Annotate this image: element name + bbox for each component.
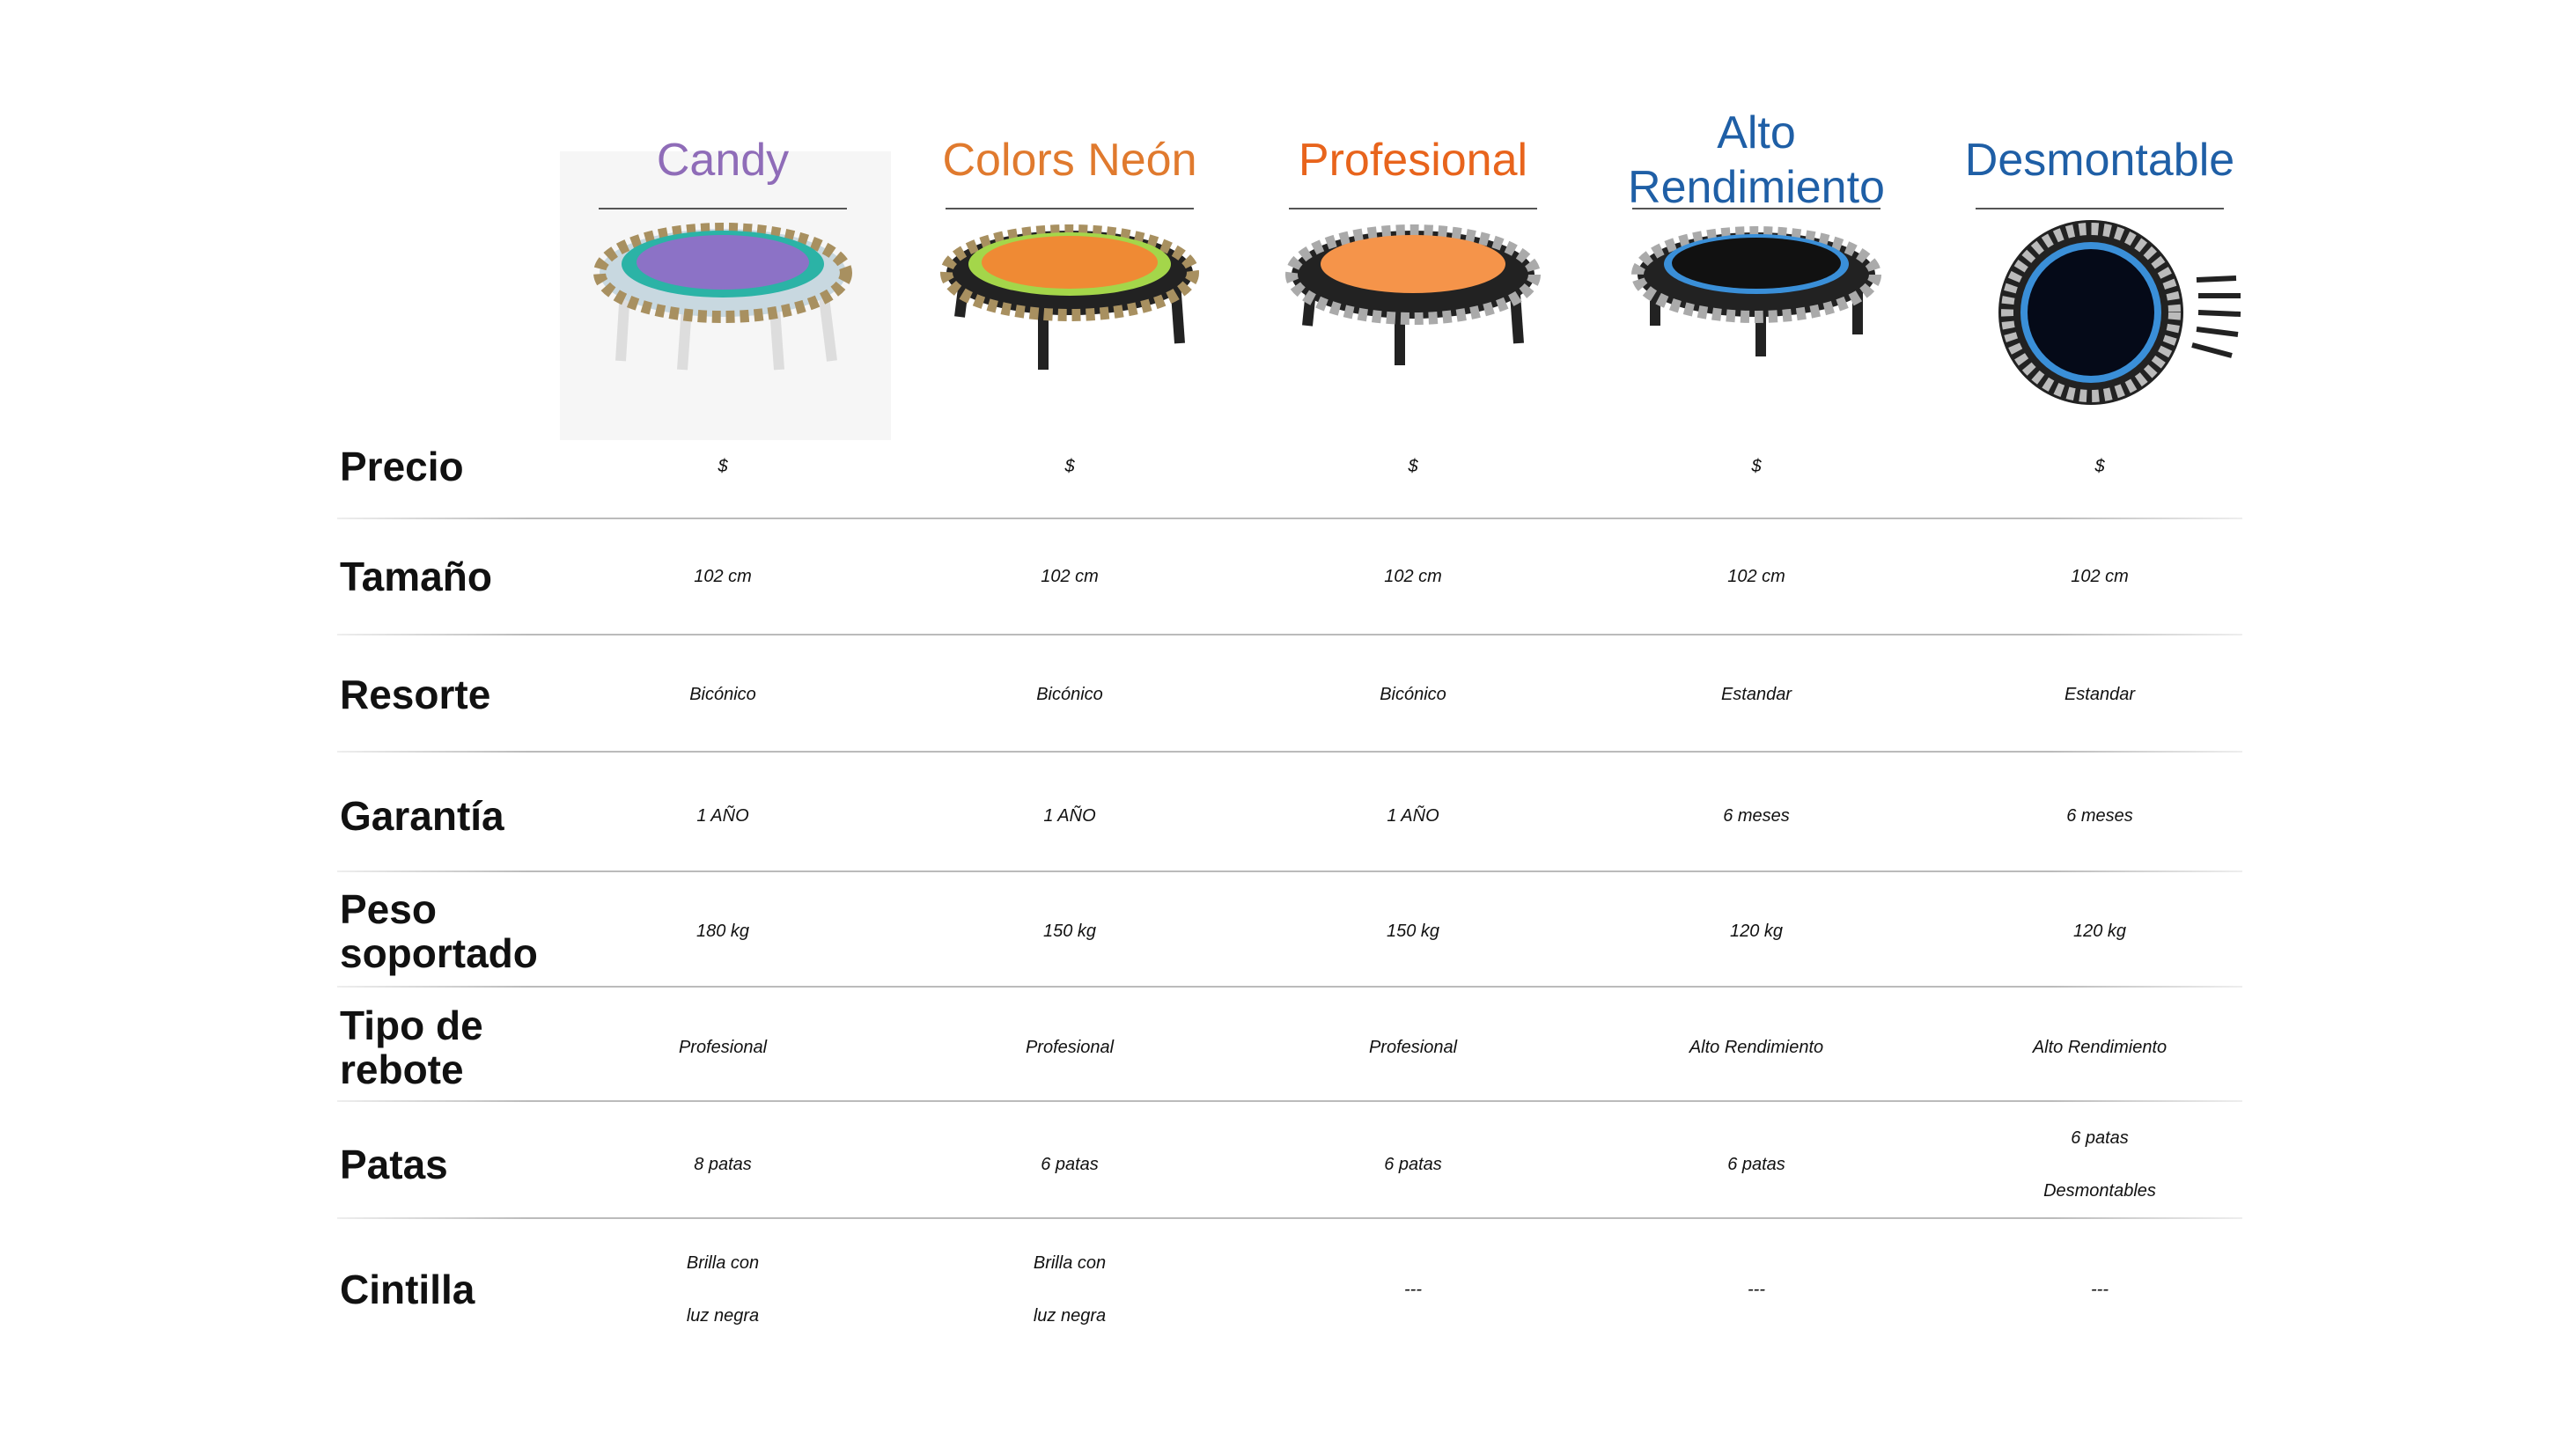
cell: Bicónico <box>1380 685 1446 704</box>
header-rule <box>1976 208 2224 209</box>
cell: $ <box>2094 457 2105 476</box>
cell: 102 cm <box>2071 567 2129 586</box>
cell: $ <box>1064 457 1075 476</box>
cell: 150 kg <box>1386 922 1440 941</box>
cell: $ <box>718 457 728 476</box>
cell: 102 cm <box>1727 567 1785 586</box>
trampoline-image <box>1998 220 2241 405</box>
header-rule <box>1632 208 1880 209</box>
cell: 180 kg <box>696 922 750 941</box>
row-separator <box>337 870 2242 872</box>
row-separator <box>337 986 2242 988</box>
product-name: Candy <box>656 135 790 186</box>
cell: 1 AÑO <box>696 806 749 826</box>
row-label: Patas <box>340 1142 448 1187</box>
cell: 102 cm <box>694 567 752 586</box>
row-label: Peso soportado <box>340 886 538 976</box>
row-separator <box>337 518 2242 519</box>
cell: 6 patas <box>1384 1155 1442 1174</box>
cell: 1 AÑO <box>1043 806 1096 826</box>
cell: Profesional <box>678 1038 768 1057</box>
trampoline-image <box>593 223 852 371</box>
product-name: Colors Neón <box>942 135 1197 186</box>
cell: $ <box>1408 457 1418 476</box>
cell: Bicónico <box>689 685 756 704</box>
row-separator <box>337 1100 2242 1102</box>
trampoline-image <box>1631 226 1881 356</box>
cell: Profesional <box>1025 1038 1115 1057</box>
row-separator <box>337 634 2242 635</box>
product-name: Desmontable <box>1964 135 2235 186</box>
product-name: Profesional <box>1298 135 1528 186</box>
cell: Profesional <box>1368 1038 1458 1057</box>
row-label: Tipo de rebote <box>340 1003 483 1092</box>
row-label: Precio <box>340 444 464 489</box>
cell: --- <box>1404 1280 1422 1299</box>
trampoline-image <box>940 224 1199 370</box>
cell: 6 meses <box>2066 806 2133 826</box>
row-label: Cintilla <box>340 1267 475 1312</box>
cell: 6 patas <box>1727 1155 1785 1174</box>
cell: 150 kg <box>1042 922 1097 941</box>
row-separator <box>337 1217 2242 1219</box>
cell: 6 patas <box>1041 1155 1099 1174</box>
cell: 6 meses <box>1723 806 1790 826</box>
product-name: Alto Rendimiento <box>1628 107 1885 213</box>
cell: 1 AÑO <box>1387 806 1439 826</box>
cell: Estandar <box>1720 685 1792 704</box>
cell: Brilla con luz negra <box>1033 1253 1107 1326</box>
cell: 120 kg <box>2072 922 2127 941</box>
row-separator <box>337 751 2242 753</box>
row-label: Garantía <box>340 793 504 839</box>
cell: --- <box>1748 1280 1765 1299</box>
cell: Alto Rendimiento <box>1689 1038 1824 1057</box>
header-rule <box>1289 208 1537 209</box>
cell: 6 patas Desmontables <box>2043 1128 2156 1201</box>
header-rule <box>599 208 847 209</box>
row-label: Resorte <box>340 672 491 717</box>
cell: 102 cm <box>1041 567 1099 586</box>
cell: 8 patas <box>694 1155 752 1174</box>
cell: Brilla con luz negra <box>686 1253 760 1326</box>
cell: 102 cm <box>1384 567 1442 586</box>
cell: --- <box>2091 1280 2109 1299</box>
cell: Estandar <box>2064 685 2136 704</box>
cell: 120 kg <box>1729 922 1784 941</box>
cell: Bicónico <box>1036 685 1103 704</box>
trampoline-image <box>1285 224 1541 365</box>
cell: Alto Rendimiento <box>2032 1038 2168 1057</box>
header-rule <box>946 208 1194 209</box>
cell: $ <box>1751 457 1762 476</box>
row-label: Tamaño <box>340 554 492 599</box>
